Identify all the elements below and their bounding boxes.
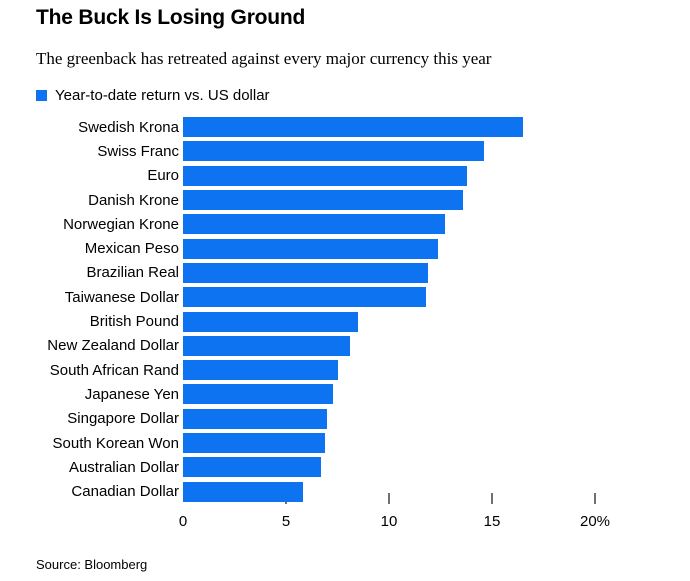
- bar-row: Swedish Krona: [36, 115, 654, 139]
- axis-tick: [491, 492, 493, 504]
- bar-chart: Swedish Krona Swiss Franc Euro Danish Krone…: [36, 115, 654, 533]
- bar-area: [183, 165, 654, 186]
- bar-area: [183, 287, 654, 308]
- bar-area: [183, 141, 654, 162]
- category-label: Danish Krone: [88, 191, 179, 209]
- legend-swatch-icon: [36, 90, 47, 101]
- bar: [183, 287, 427, 308]
- category-label: Norwegian Krone: [63, 215, 179, 233]
- bar: [183, 141, 484, 162]
- source-note: Source: Bloomberg: [36, 556, 148, 572]
- bar-area: [183, 311, 654, 332]
- axis-tick-label: 5: [281, 512, 291, 530]
- bar: [183, 311, 359, 332]
- bar-area: [183, 262, 654, 283]
- category-label: Swedish Krona: [78, 118, 179, 136]
- bar: [183, 262, 429, 283]
- bar: [183, 384, 334, 405]
- bar-area: [183, 457, 654, 478]
- category-label: Euro: [147, 167, 179, 185]
- category-label: South African Rand: [49, 361, 179, 379]
- bar-area: [183, 481, 654, 502]
- category-label: British Pound: [89, 313, 179, 331]
- bar-area: [183, 190, 654, 211]
- legend: Year-to-date return vs. US dollar: [36, 87, 654, 104]
- axis-tick: [594, 492, 596, 504]
- category-label: Mexican Peso: [84, 240, 179, 258]
- bar: [183, 481, 303, 502]
- chart-rows: Swedish Krona Swiss Franc Euro Danish Krone…: [36, 115, 654, 504]
- bar-row: Danish Krone: [36, 188, 654, 212]
- bar-row: British Pound: [36, 309, 654, 333]
- bar-row: Euro: [36, 164, 654, 188]
- bar-area: [183, 335, 654, 356]
- category-label: New Zealand Dollar: [47, 337, 179, 355]
- category-label: Canadian Dollar: [71, 483, 179, 501]
- bar-row: Taiwanese Dollar: [36, 285, 654, 309]
- bar-area: [183, 214, 654, 235]
- category-label: South Korean Won: [52, 434, 179, 452]
- bar: [183, 214, 445, 235]
- bar-row: South African Rand: [36, 358, 654, 382]
- axis-tick-label: 20%: [579, 512, 611, 530]
- bar: [183, 433, 326, 453]
- category-label: Japanese Yen: [84, 385, 179, 403]
- bar-row: Mexican Peso: [36, 236, 654, 260]
- axis-tick-label: 10: [380, 512, 398, 530]
- chart-subtitle: The greenback has retreated against ever…: [36, 49, 492, 68]
- axis-tick-label: 15: [483, 512, 501, 530]
- category-label: Brazilian Real: [86, 264, 179, 282]
- bar: [183, 335, 350, 356]
- bar: [183, 408, 328, 429]
- x-axis: 0 5 10 15 20%: [36, 513, 654, 533]
- bar-area: [183, 384, 654, 405]
- category-label: Swiss Franc: [97, 142, 179, 160]
- category-label: Singapore Dollar: [67, 410, 179, 428]
- bar-row: Norwegian Krone: [36, 212, 654, 236]
- category-label: Australian Dollar: [68, 458, 179, 476]
- axis-tick-label: 0: [178, 512, 188, 530]
- bar-row: Canadian Dollar: [36, 479, 654, 503]
- bar-area: [183, 238, 654, 259]
- bar: [183, 117, 523, 138]
- bar-row: South Korean Won: [36, 431, 654, 455]
- bar-row: Singapore Dollar: [36, 407, 654, 431]
- bar: [183, 238, 439, 259]
- bar: [183, 360, 338, 381]
- bar-row: Swiss Franc: [36, 139, 654, 163]
- bar-row: Japanese Yen: [36, 382, 654, 406]
- bar-row: New Zealand Dollar: [36, 334, 654, 358]
- bar-row: Australian Dollar: [36, 455, 654, 479]
- bar: [183, 190, 464, 211]
- bar-row: Brazilian Real: [36, 261, 654, 285]
- bar-area: [183, 408, 654, 429]
- bar: [183, 457, 321, 478]
- axis-tick: [388, 492, 390, 504]
- chart-title: The Buck Is Losing Ground: [36, 6, 306, 29]
- legend-label: Year-to-date return vs. US dollar: [55, 87, 270, 104]
- bar-area: [183, 117, 654, 138]
- category-label: Taiwanese Dollar: [64, 288, 179, 306]
- bar-area: [183, 433, 654, 453]
- bar: [183, 165, 468, 186]
- bar-area: [183, 360, 654, 381]
